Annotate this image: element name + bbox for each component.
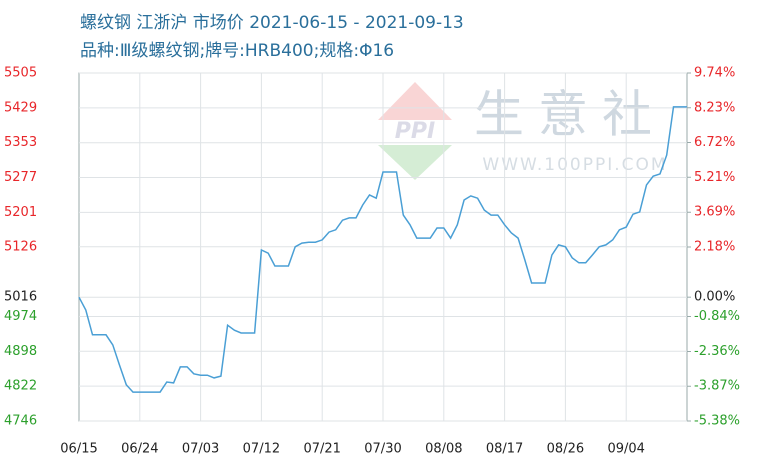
x-tick-label: 07/30 [364, 442, 401, 457]
x-tick-label: 09/04 [607, 442, 644, 457]
y2-tick-label: 8.23% [694, 100, 735, 115]
y-tick-label: 4974 [4, 309, 37, 324]
y2-tick-label: 3.69% [694, 205, 735, 220]
y2-tick-label: 6.72% [694, 135, 735, 150]
chart-title: 螺纹钢 江浙沪 市场价 2021-06-15 - 2021-09-13 [80, 13, 464, 33]
price-line [78, 106, 687, 393]
x-tick-label: 08/08 [425, 442, 462, 457]
x-tick-label: 07/21 [303, 442, 340, 457]
plot: 5505 5429 5353 5277 5201 5126 5016 4974 4898 4822… [4, 66, 740, 457]
x-tick-label: 07/12 [243, 442, 280, 457]
chart-subtitle: 品种:Ⅲ级螺纹钢;牌号:HRB400;规格:Φ16 [80, 41, 394, 61]
y2-tick-label: 0.00% [694, 290, 735, 305]
y-tick-label: 5277 [4, 170, 37, 185]
y-tick-label: 4822 [4, 379, 37, 394]
x-tick-label: 07/03 [182, 442, 219, 457]
x-tick-label: 08/26 [547, 442, 584, 457]
y-tick-label: 4898 [4, 344, 37, 359]
svg-text:PPI: PPI [395, 119, 435, 144]
y2-tick-label: 9.74% [694, 66, 735, 81]
y-tick-label: 4746 [4, 414, 37, 429]
watermark: 生意社 [474, 86, 666, 144]
y-tick-label: 5201 [4, 205, 37, 220]
y-tick-label: 5505 [4, 66, 37, 81]
y-tick-label: 5126 [4, 239, 37, 254]
y-tick-label: 5353 [4, 135, 37, 150]
y-tick-label: 5429 [4, 100, 37, 115]
y-tick-label: 5016 [4, 290, 37, 305]
x-tick-label: 06/24 [121, 442, 158, 457]
x-tick-label: 08/17 [486, 442, 523, 457]
y2-tick-label: 5.21% [694, 170, 735, 185]
y2-tick-label: -3.87% [694, 379, 740, 394]
y2-tick-label: -2.36% [694, 344, 740, 359]
watermark-url: WWW.100PPI.COM [482, 155, 667, 175]
y2-tick-label: -5.38% [694, 414, 740, 429]
y2-tick-label: 2.18% [694, 240, 735, 255]
y2-tick-label: -0.84% [694, 309, 740, 324]
x-tick-label: 06/15 [60, 442, 97, 457]
watermark-logo: PPI [378, 82, 452, 180]
